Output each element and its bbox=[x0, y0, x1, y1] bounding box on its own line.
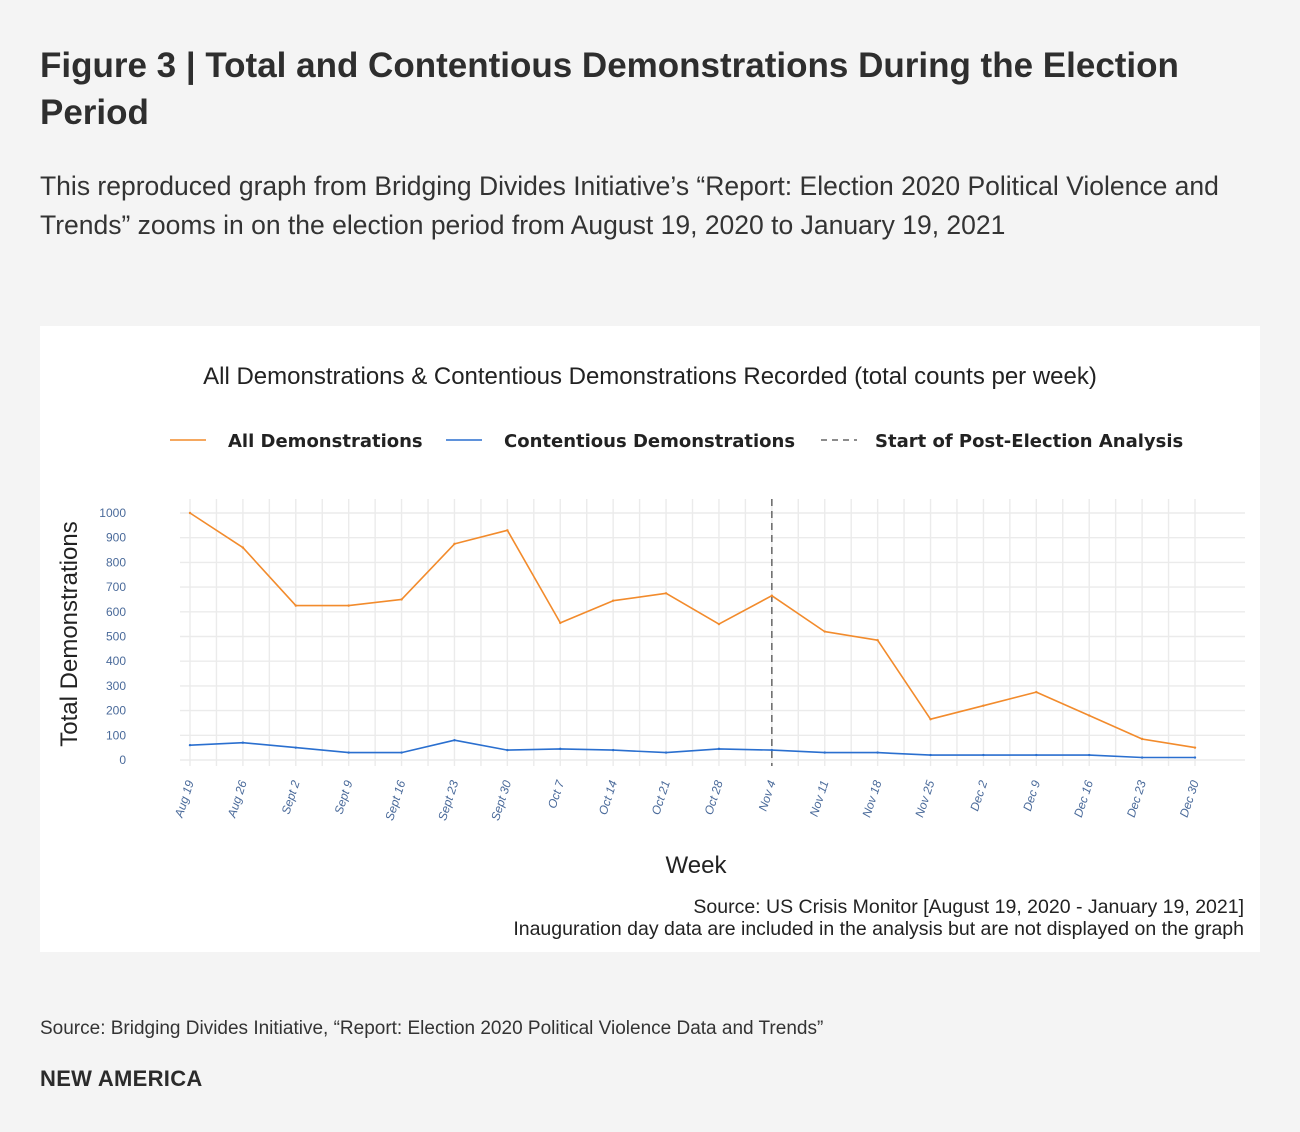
data-point-all-demonstrations bbox=[823, 630, 826, 633]
legend-label-all-demonstrations: All Demonstrations bbox=[228, 431, 423, 452]
figure-subtitle: This reproduced graph from Bridging Divi… bbox=[40, 171, 1219, 240]
data-point-all-demonstrations bbox=[611, 599, 615, 602]
legend: All Demonstrations Contentious Demonstra… bbox=[170, 431, 1183, 452]
y-tick-label: 300 bbox=[106, 679, 126, 693]
data-point-contentious-demonstrations bbox=[1193, 756, 1197, 759]
x-tick-label: Aug 26 bbox=[224, 778, 249, 820]
data-point-contentious-demonstrations bbox=[929, 753, 932, 757]
data-point-contentious-demonstrations bbox=[1088, 753, 1091, 757]
x-tick-label: Sept 2 bbox=[279, 778, 303, 816]
x-tick-label: Oct 14 bbox=[596, 778, 620, 816]
y-tick-label: 900 bbox=[106, 531, 126, 545]
data-point-all-demonstrations bbox=[1193, 746, 1197, 749]
x-tick-label: Sept 16 bbox=[382, 778, 408, 822]
y-axis-ticks: 0 100 200 300 400 500 600 700 800 900 1000 bbox=[99, 506, 126, 767]
data-point-all-demonstrations bbox=[1088, 714, 1091, 717]
data-point-all-demonstrations bbox=[347, 604, 350, 607]
data-point-all-demonstrations bbox=[929, 718, 932, 721]
y-tick-label: 600 bbox=[106, 605, 126, 619]
chart-title: All Demonstrations & Contentious Demonst… bbox=[203, 363, 1097, 390]
x-tick-label: Dec 9 bbox=[1020, 778, 1043, 812]
y-tick-label: 500 bbox=[106, 630, 126, 644]
x-tick-label: Nov 18 bbox=[859, 778, 884, 819]
data-point-contentious-demonstrations bbox=[770, 748, 774, 752]
data-point-all-demonstrations bbox=[876, 639, 879, 642]
data-point-all-demonstrations bbox=[1140, 737, 1144, 741]
series-line-contentious-demonstrations bbox=[189, 739, 1195, 759]
x-tick-label: Nov 25 bbox=[912, 778, 937, 819]
figure-source: Source: Bridging Divides Initiative, “Re… bbox=[40, 1018, 824, 1039]
data-point-contentious-demonstrations bbox=[188, 743, 192, 747]
data-point-all-demonstrations bbox=[188, 511, 192, 515]
data-point-contentious-demonstrations bbox=[982, 753, 985, 757]
x-tick-label: Oct 28 bbox=[702, 778, 726, 816]
data-series bbox=[188, 511, 1197, 759]
y-tick-label: 400 bbox=[106, 654, 126, 668]
data-point-contentious-demonstrations bbox=[241, 741, 245, 744]
chart-source-note: Source: US Crisis Monitor [August 19, 20… bbox=[693, 896, 1244, 918]
data-point-contentious-demonstrations bbox=[823, 751, 826, 754]
data-point-contentious-demonstrations bbox=[400, 751, 403, 754]
data-point-contentious-demonstrations bbox=[347, 751, 350, 754]
y-tick-label: 1000 bbox=[99, 506, 126, 520]
brand-logo-text: NEW AMERICA bbox=[40, 1066, 203, 1091]
x-tick-label: Sept 23 bbox=[435, 778, 461, 822]
data-point-all-demonstrations bbox=[294, 604, 297, 607]
data-point-all-demonstrations bbox=[400, 598, 403, 601]
data-point-contentious-demonstrations bbox=[453, 739, 456, 742]
chart-inauguration-note: Inauguration day data are included in th… bbox=[513, 918, 1244, 940]
x-tick-label: Oct 7 bbox=[545, 777, 568, 810]
legend-label-post-election: Start of Post-Election Analysis bbox=[875, 431, 1183, 452]
chart-panel: 0 100 200 300 400 500 600 700 800 900 1000 Aug 19 A… bbox=[40, 326, 1260, 952]
y-axis-label: Total Demonstrations bbox=[56, 521, 83, 746]
data-point-contentious-demonstrations bbox=[1035, 753, 1038, 757]
x-tick-label: Aug 19 bbox=[171, 778, 196, 820]
data-point-all-demonstrations bbox=[241, 546, 245, 549]
data-point-all-demonstrations bbox=[770, 594, 774, 597]
x-tick-label: Oct 21 bbox=[649, 779, 673, 817]
data-point-contentious-demonstrations bbox=[294, 746, 297, 749]
x-axis-label: Week bbox=[666, 852, 728, 879]
x-tick-label: Dec 2 bbox=[967, 778, 990, 812]
y-tick-label: 100 bbox=[106, 728, 126, 742]
data-point-contentious-demonstrations bbox=[559, 747, 562, 751]
x-tick-label: Nov 4 bbox=[756, 778, 779, 812]
data-point-all-demonstrations bbox=[982, 704, 985, 707]
data-point-all-demonstrations bbox=[506, 529, 509, 532]
data-point-all-demonstrations bbox=[1035, 690, 1038, 694]
series-line-all-demonstrations bbox=[189, 512, 1196, 749]
x-tick-label: Nov 11 bbox=[807, 779, 832, 819]
y-tick-label: 700 bbox=[106, 580, 126, 594]
data-point-contentious-demonstrations bbox=[1140, 756, 1144, 759]
data-point-contentious-demonstrations bbox=[717, 747, 721, 751]
data-point-contentious-demonstrations bbox=[664, 751, 668, 754]
x-tick-label: Dec 16 bbox=[1071, 778, 1096, 819]
x-tick-label: Sept 9 bbox=[331, 778, 355, 816]
figure-title: Figure 3 | Total and Contentious Demonst… bbox=[40, 46, 1179, 132]
grid-lines bbox=[180, 499, 1245, 766]
x-axis-ticks: Aug 19 Aug 26 Sept 2 Sept 9 Sept 16 Sept 23 Se… bbox=[171, 777, 1201, 822]
y-tick-label: 800 bbox=[106, 555, 126, 569]
x-tick-label: Dec 23 bbox=[1124, 778, 1149, 819]
x-tick-label: Dec 30 bbox=[1177, 778, 1202, 819]
data-point-contentious-demonstrations bbox=[611, 748, 615, 752]
y-tick-label: 200 bbox=[106, 704, 126, 718]
x-tick-label: Sept 30 bbox=[488, 778, 514, 822]
y-tick-label: 0 bbox=[119, 753, 126, 767]
data-point-all-demonstrations bbox=[717, 622, 721, 626]
data-point-contentious-demonstrations bbox=[876, 751, 879, 754]
legend-label-contentious-demonstrations: Contentious Demonstrations bbox=[504, 431, 795, 452]
data-point-all-demonstrations bbox=[559, 621, 562, 625]
data-point-all-demonstrations bbox=[664, 592, 668, 595]
data-point-all-demonstrations bbox=[453, 542, 456, 546]
data-point-contentious-demonstrations bbox=[506, 748, 509, 752]
